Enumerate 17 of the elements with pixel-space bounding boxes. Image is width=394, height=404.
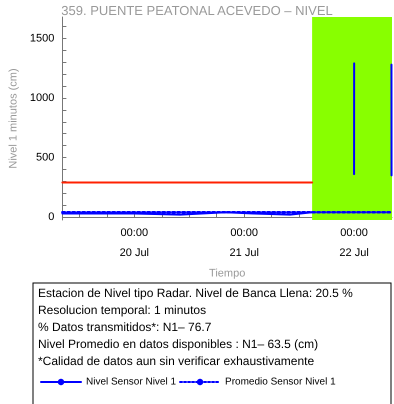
x-axis-title: Tiempo [209, 267, 246, 280]
x-tick-label: 00:00 22 Jul [339, 227, 369, 259]
text: *Calidad de datos aun sin verificar exhaustivamente [38, 354, 314, 368]
y-tick-label: 1500 [30, 32, 54, 44]
y-tick-label: 0 [48, 211, 54, 224]
text: % Datos transmitidos*: N1– 76.7 [38, 320, 212, 334]
x-tick-label: 00:00 20 Jul [120, 227, 150, 259]
y-axis-title: Nivel 1 minutos (cm) [8, 68, 20, 169]
legend-label: Promedio Sensor Nivel 1 [225, 376, 336, 388]
y-tick-label: 1000 [30, 92, 54, 104]
text: Estacion de Nivel tipo Radar. Nivel de Banca Llena: 20.5 % [38, 286, 354, 300]
text: Nivel Promedio en datos disponibles : N1– 63.5 (cm) [38, 337, 318, 351]
chart-title: 359. PUENTE PEATONAL ACEVEDO – NIVEL [61, 3, 333, 18]
legend-label: Nivel Sensor Nivel 1 [86, 376, 176, 388]
text: Resolucion temporal: 1 minutos [38, 303, 206, 317]
y-tick-label: 500 [36, 151, 54, 164]
x-tick-label: 00:00 21 Jul [230, 227, 259, 259]
